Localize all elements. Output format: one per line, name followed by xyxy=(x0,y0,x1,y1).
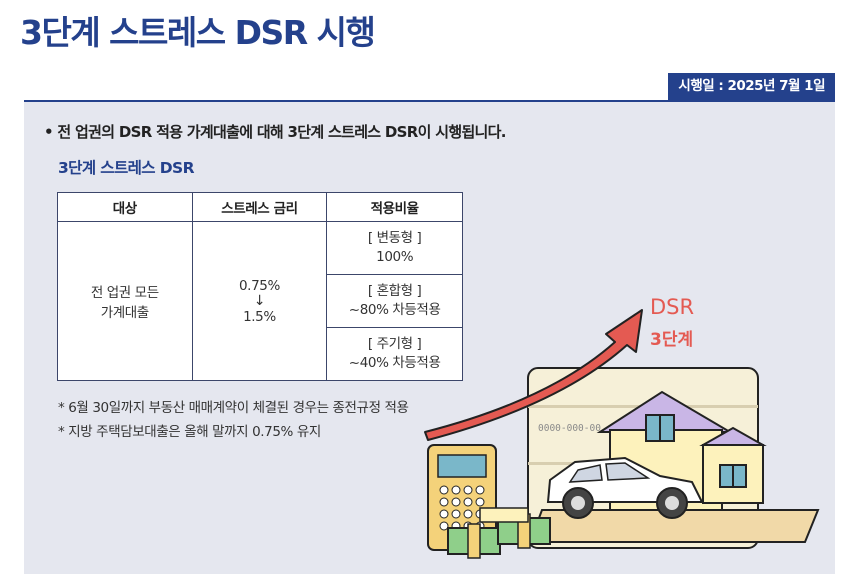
table-row: [ 주기형 ] ~40% 차등적용 xyxy=(58,327,463,381)
upward-arrow-icon xyxy=(424,309,643,441)
section-subtitle: 3단계 스트레스 DSR xyxy=(58,159,195,177)
card-number: 0000-000-00 xyxy=(538,423,601,434)
header-apply-ratio: 적용비율 xyxy=(326,192,463,222)
header-divider xyxy=(24,100,835,102)
ratio-cell-variable: [ 변동형 ] 100% xyxy=(326,221,463,275)
table-row: [ 혼합형 ] ~80% 차등적용 xyxy=(58,274,463,328)
car-icon xyxy=(546,456,704,519)
stage-label: 3단계 xyxy=(650,330,693,350)
ratio-value: ~40% 차등적용 xyxy=(348,355,441,371)
headline: • 전 업권의 DSR 적용 가계대출에 대해 3단계 스트레스 DSR이 시행… xyxy=(44,123,506,141)
ratio-cell-mixed: [ 혼합형 ] ~80% 차등적용 xyxy=(326,274,463,328)
dsr-label: DSR xyxy=(650,295,694,319)
stress-rate-cell: 0.75% ↓ 1.5% xyxy=(191,221,328,381)
down-arrow-icon: ↓ xyxy=(253,292,266,309)
header-stress-rate: 스트레스 금리 xyxy=(191,192,328,222)
target-cell: 전 업권 모든 가계대출 xyxy=(57,221,193,381)
stress-dsr-table: 대상 스트레스 금리 적용비율 전 업권 모든 가계대출 0.75% ↓ 1.5… xyxy=(57,192,463,381)
money-stack-icon xyxy=(447,507,551,559)
ratio-type: [ 변동형 ] xyxy=(367,230,422,246)
header-target: 대상 xyxy=(57,192,193,222)
ratio-type: [ 혼합형 ] xyxy=(367,283,422,299)
rate-from: 0.75% xyxy=(238,277,280,294)
page-title: 3단계 스트레스 DSR 시행 xyxy=(20,13,376,52)
target-line: 전 업권 모든 xyxy=(90,285,159,301)
table-header-row: 대상 스트레스 금리 적용비율 xyxy=(57,192,463,222)
ratio-value: 100% xyxy=(376,249,414,265)
ratio-type: [ 주기형 ] xyxy=(367,336,422,352)
rate-to: 1.5% xyxy=(243,308,276,325)
ratio-cell-periodic: [ 주기형 ] ~40% 차등적용 xyxy=(326,327,463,381)
effective-date-badge: 시행일 : 2025년 7월 1일 xyxy=(668,73,835,100)
footnote: * 지방 주택담보대출은 올해 말까지 0.75% 유지 xyxy=(58,424,321,440)
dsr-illustration: 0000-000-00 xyxy=(424,295,820,559)
ratio-value: ~80% 차등적용 xyxy=(348,302,441,318)
target-line: 가계대출 xyxy=(100,305,149,321)
table-row: 전 업권 모든 가계대출 0.75% ↓ 1.5% [ 변동형 ] 100% xyxy=(57,221,463,381)
footnote: * 6월 30일까지 부동산 매매계약이 체결된 경우는 종전규정 적용 xyxy=(58,400,409,416)
